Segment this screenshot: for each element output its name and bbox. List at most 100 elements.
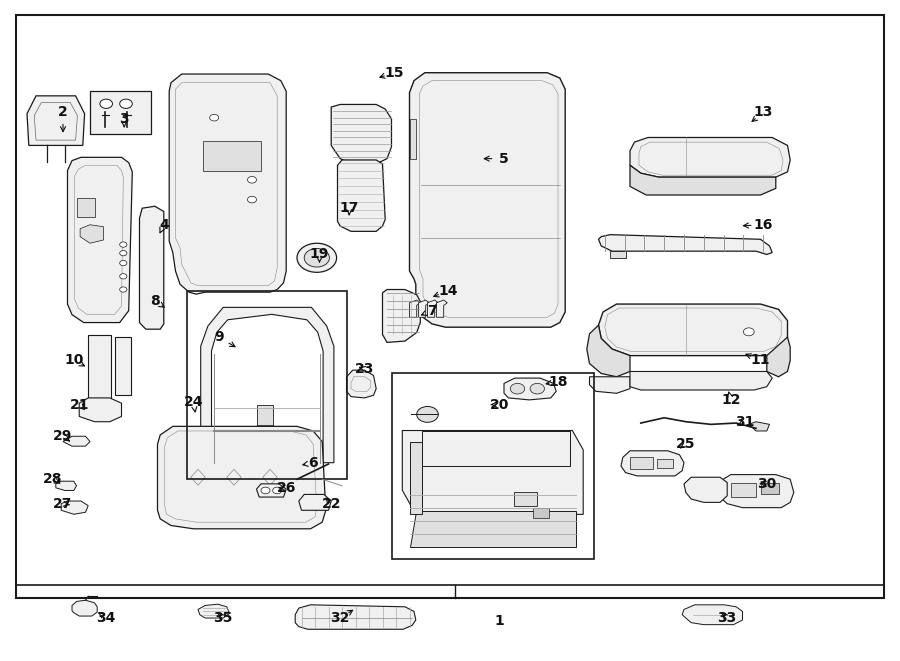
Polygon shape <box>598 235 772 254</box>
Polygon shape <box>720 475 794 508</box>
Polygon shape <box>436 300 447 317</box>
Polygon shape <box>682 605 742 625</box>
Circle shape <box>261 487 270 494</box>
Text: 18: 18 <box>548 375 568 389</box>
Text: 16: 16 <box>753 217 773 232</box>
Circle shape <box>248 176 256 183</box>
Polygon shape <box>630 165 776 195</box>
Circle shape <box>120 260 127 266</box>
Circle shape <box>304 249 329 267</box>
Text: 6: 6 <box>309 455 318 470</box>
Text: 31: 31 <box>735 414 755 429</box>
Bar <box>76 198 94 217</box>
Text: 26: 26 <box>276 481 296 495</box>
Bar <box>533 508 549 518</box>
Bar <box>115 337 131 395</box>
Polygon shape <box>80 225 104 243</box>
Polygon shape <box>169 74 286 294</box>
Bar <box>657 459 673 468</box>
Text: 10: 10 <box>64 353 84 368</box>
Text: 12: 12 <box>721 393 741 407</box>
Polygon shape <box>198 604 230 618</box>
Text: 30: 30 <box>757 477 777 491</box>
Text: 8: 8 <box>150 293 159 308</box>
Polygon shape <box>256 484 286 497</box>
Polygon shape <box>338 160 385 231</box>
Bar <box>88 335 111 398</box>
Circle shape <box>510 383 525 394</box>
Text: 3: 3 <box>120 112 129 126</box>
Bar <box>630 457 652 469</box>
Polygon shape <box>598 304 788 356</box>
Text: 24: 24 <box>184 395 203 409</box>
Circle shape <box>120 99 132 108</box>
Text: 11: 11 <box>751 353 770 368</box>
Text: 20: 20 <box>490 397 509 412</box>
Polygon shape <box>410 300 420 317</box>
Polygon shape <box>68 157 132 323</box>
Polygon shape <box>295 605 416 629</box>
Polygon shape <box>410 442 422 514</box>
Polygon shape <box>79 398 122 422</box>
Polygon shape <box>346 370 376 398</box>
Polygon shape <box>27 96 85 145</box>
Text: 2: 2 <box>58 105 68 120</box>
Bar <box>515 492 537 506</box>
Polygon shape <box>767 337 790 377</box>
Bar <box>202 141 261 171</box>
Text: 34: 34 <box>96 611 116 625</box>
Bar <box>392 373 594 559</box>
Polygon shape <box>201 307 334 463</box>
Circle shape <box>530 383 544 394</box>
Bar <box>760 483 778 494</box>
Text: 23: 23 <box>355 362 374 376</box>
Text: 13: 13 <box>753 105 773 120</box>
Polygon shape <box>630 371 772 390</box>
Bar <box>90 91 151 134</box>
Polygon shape <box>428 300 438 317</box>
Text: 9: 9 <box>214 330 223 344</box>
Text: 21: 21 <box>69 397 89 412</box>
Polygon shape <box>331 104 392 164</box>
Text: 5: 5 <box>500 151 508 166</box>
Circle shape <box>120 251 127 256</box>
Polygon shape <box>418 300 429 317</box>
Polygon shape <box>590 377 630 393</box>
Circle shape <box>273 487 282 494</box>
Polygon shape <box>410 73 565 327</box>
Polygon shape <box>610 251 626 258</box>
Circle shape <box>297 243 337 272</box>
Text: 29: 29 <box>53 429 73 444</box>
Circle shape <box>248 196 256 203</box>
Text: 14: 14 <box>438 284 458 298</box>
Circle shape <box>210 114 219 121</box>
Polygon shape <box>140 206 164 329</box>
Text: 4: 4 <box>159 217 168 232</box>
Circle shape <box>743 328 754 336</box>
Polygon shape <box>299 494 331 510</box>
Polygon shape <box>61 501 88 514</box>
Text: 32: 32 <box>330 611 350 625</box>
Bar <box>731 483 756 497</box>
Text: 28: 28 <box>42 472 62 486</box>
Polygon shape <box>587 325 630 377</box>
Polygon shape <box>56 481 76 490</box>
Text: 25: 25 <box>676 437 696 451</box>
Circle shape <box>120 287 127 292</box>
Text: 19: 19 <box>310 247 329 262</box>
Polygon shape <box>158 426 326 529</box>
Polygon shape <box>749 422 770 431</box>
Text: 35: 35 <box>213 611 233 625</box>
Circle shape <box>100 99 112 108</box>
Text: 1: 1 <box>495 614 504 629</box>
Bar <box>256 405 273 426</box>
Polygon shape <box>402 430 583 514</box>
Polygon shape <box>382 290 420 342</box>
Bar <box>16 15 884 598</box>
Polygon shape <box>630 137 790 177</box>
Text: 17: 17 <box>339 201 359 215</box>
Polygon shape <box>410 119 416 159</box>
Polygon shape <box>63 436 90 446</box>
Circle shape <box>120 274 127 279</box>
Polygon shape <box>72 600 97 616</box>
